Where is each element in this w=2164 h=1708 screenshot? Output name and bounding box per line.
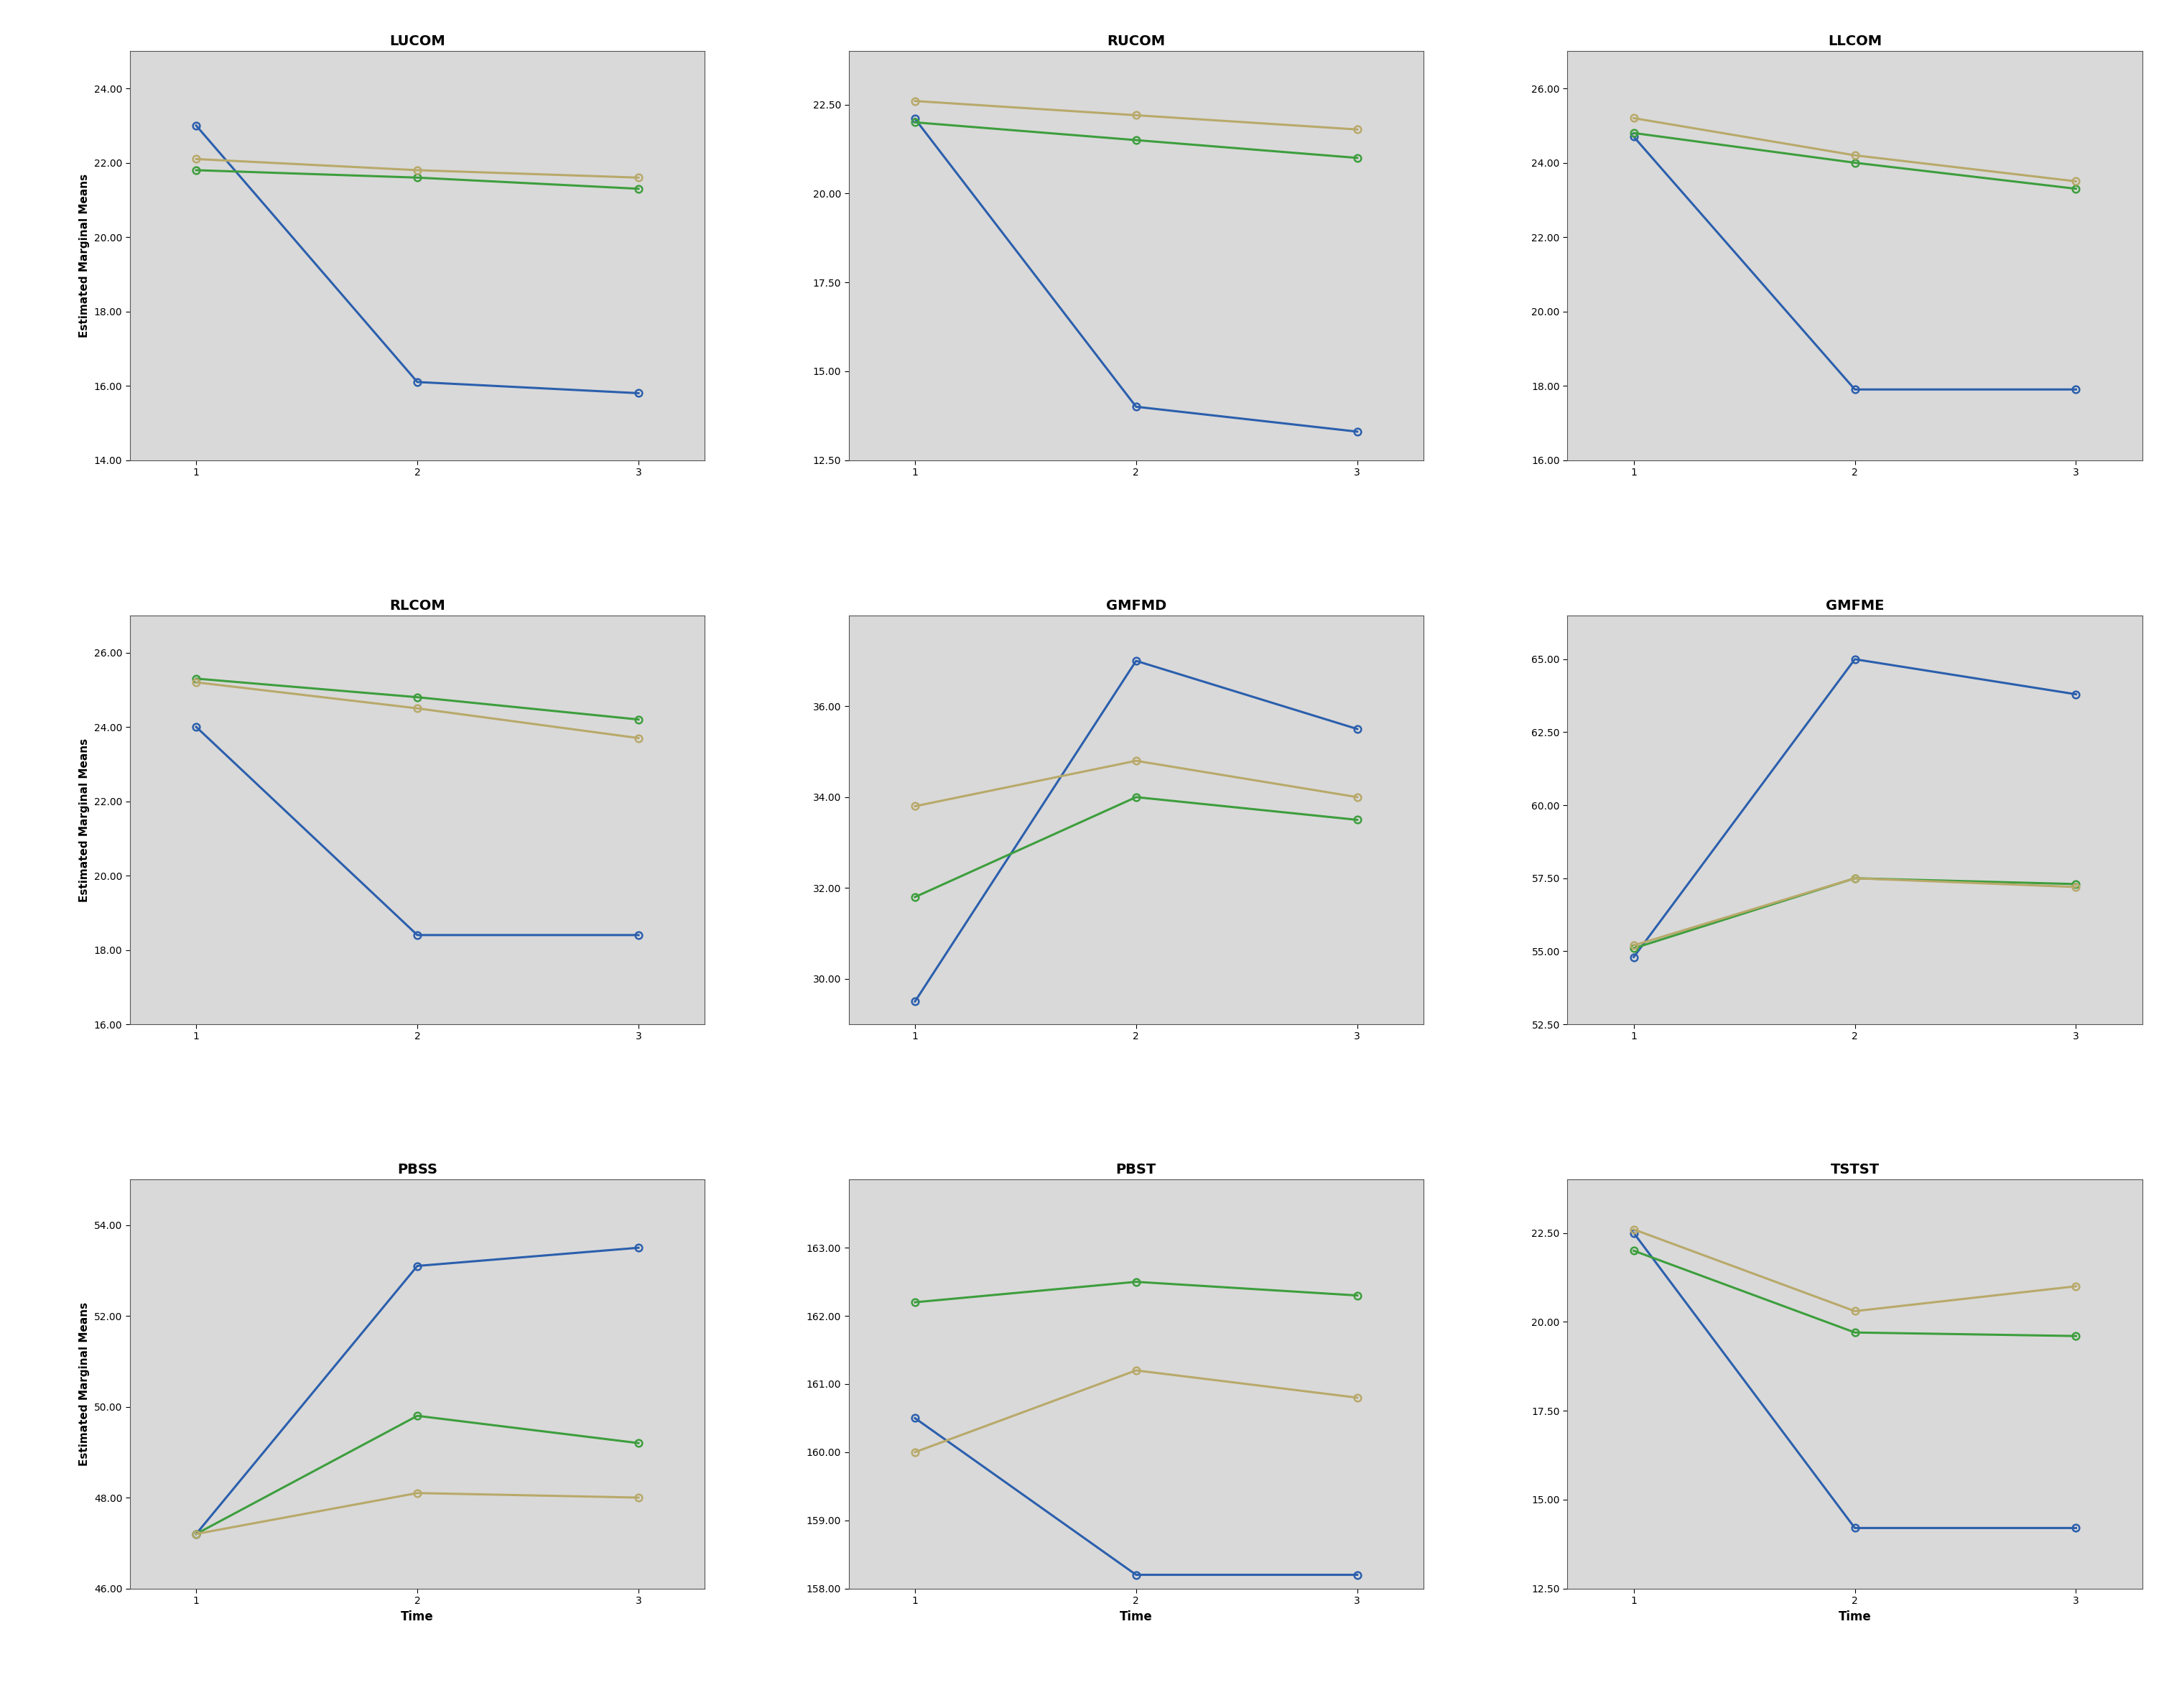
Title: RLCOM: RLCOM	[390, 600, 446, 611]
X-axis label: Time: Time	[400, 1611, 433, 1623]
Title: PBSS: PBSS	[398, 1163, 437, 1177]
Y-axis label: Estimated Marginal Means: Estimated Marginal Means	[80, 174, 91, 338]
X-axis label: Time: Time	[1119, 1611, 1153, 1623]
Title: TSTST: TSTST	[1831, 1163, 1878, 1177]
Title: PBST: PBST	[1117, 1163, 1156, 1177]
Title: GMFME: GMFME	[1826, 600, 1885, 611]
Y-axis label: Estimated Marginal Means: Estimated Marginal Means	[80, 738, 91, 902]
Title: RUCOM: RUCOM	[1108, 34, 1164, 48]
Title: GMFMD: GMFMD	[1106, 600, 1166, 611]
Title: LUCOM: LUCOM	[390, 34, 446, 48]
Y-axis label: Estimated Marginal Means: Estimated Marginal Means	[80, 1301, 91, 1465]
Title: LLCOM: LLCOM	[1829, 34, 1883, 48]
X-axis label: Time: Time	[1839, 1611, 1872, 1623]
